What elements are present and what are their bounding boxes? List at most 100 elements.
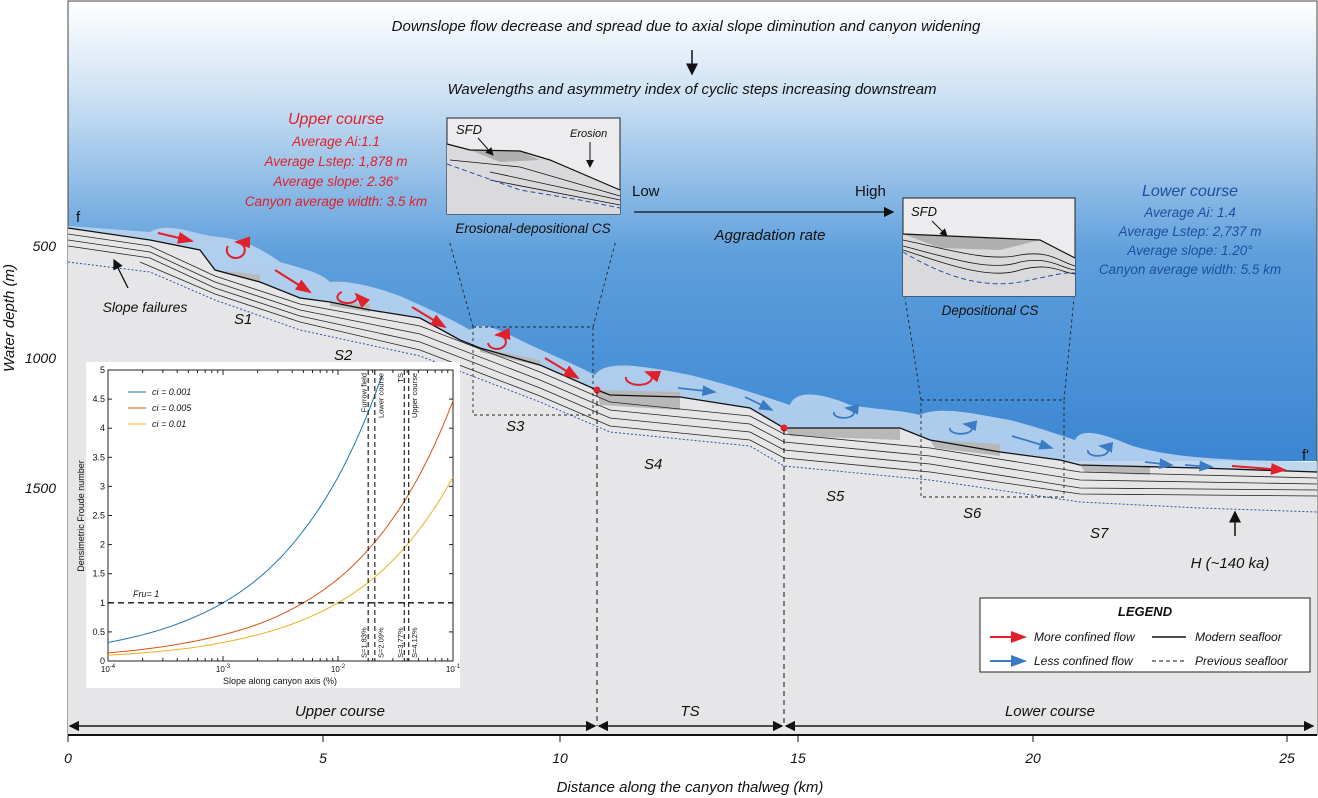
x-tick: 10 xyxy=(552,750,568,766)
upper-course-summary: Upper course Average Ai:1.1 Average Lste… xyxy=(245,111,427,209)
chart-y-tick-label: 4.5 xyxy=(92,394,105,404)
legend-title: LEGEND xyxy=(1118,604,1173,619)
chart-y-label: Densimetric Froude number xyxy=(76,460,86,572)
chart-legend: ci = 0.001 ci = 0.005 ci = 0.01 xyxy=(128,387,192,429)
chart-legend-item: ci = 0.005 xyxy=(152,403,192,413)
header-line-2: Wavelengths and asymmetry index of cycli… xyxy=(447,81,936,98)
slope-failures-arrow xyxy=(113,258,129,289)
step-label: S6 xyxy=(963,505,982,522)
chart-legend-item: ci = 0.01 xyxy=(152,419,186,429)
x-tick: 20 xyxy=(1024,750,1041,766)
x-axis-label: Distance along the canyon thalweg (km) xyxy=(557,779,824,796)
chart-x-label: Slope along canyon axis (%) xyxy=(223,676,337,686)
step-label: S7 xyxy=(1090,525,1109,542)
aggradation-high: High xyxy=(855,183,886,200)
chart-x-tick-label: 10-1 xyxy=(446,664,461,674)
slope-reference-bottom-label: S=1.83% xyxy=(360,627,369,658)
lower-course-summary: Lower course Average Ai: 1.4 Average Lst… xyxy=(1099,183,1281,277)
upper-course-width: Canyon average width: 3.5 km xyxy=(245,194,427,209)
strata xyxy=(67,233,1318,497)
froude-threshold-label: Fru= 1 xyxy=(133,589,159,599)
froude-chart: 0 0.5 1 1.5 2 2.5 3 3.5 4 4.5 5 10-4 10-3 10-2 10-1 Fu… xyxy=(76,362,461,688)
upper-course-boundary-point xyxy=(593,386,601,394)
zoom-box-s3 xyxy=(448,239,617,416)
slope-reference-top-label: Lower course xyxy=(376,373,385,418)
y-tick: 500 xyxy=(33,238,57,254)
erosional-depositional-inset: SFD Erosion Erosional-depositional CS xyxy=(446,117,621,236)
depositional-caption: Depositional CS xyxy=(942,303,1039,318)
x-tick: 25 xyxy=(1278,750,1295,766)
x-tick: 15 xyxy=(790,750,806,766)
slope-reference-top-label: Furrow field xyxy=(360,373,369,412)
x-tick: 5 xyxy=(319,750,327,766)
aggradation-label: Aggradation rate xyxy=(714,227,826,244)
step-label: S4 xyxy=(644,456,662,473)
depositional-inset: SFD Depositional CS xyxy=(902,197,1076,318)
chart-series-line xyxy=(107,375,383,643)
ts-boundary-point xyxy=(780,424,788,432)
lower-course-ai: Average Ai: 1.4 xyxy=(1143,205,1236,220)
erosion-label: Erosion xyxy=(570,128,607,140)
legend-less-confined: Less confined flow xyxy=(1034,654,1134,668)
x-tick: 0 xyxy=(64,750,72,766)
lower-course-width: Canyon average width: 5.5 km xyxy=(1099,262,1281,277)
aggradation-low: Low xyxy=(632,183,660,200)
less-confined-flow-arrows xyxy=(677,385,1214,472)
lower-course-slope: Average slope: 1.20° xyxy=(1126,243,1253,258)
step-label: S3 xyxy=(506,418,525,435)
chart-lines: Furrow field S=1.83% Lower course S=2.09% TS… xyxy=(107,370,454,661)
chart-legend-item: ci = 0.001 xyxy=(152,387,191,397)
chart-y-tick-label: 3 xyxy=(100,481,105,491)
chart-y-tick-label: 3.5 xyxy=(92,452,105,462)
chart-x-tick-label: 10-2 xyxy=(331,664,346,674)
segment-upper-course: Upper course xyxy=(295,703,385,720)
segment-lower-course: Lower course xyxy=(1005,703,1095,720)
legend: LEGEND More confined flow Modern seafloo… xyxy=(979,597,1311,673)
chart-y-tick-label: 4 xyxy=(100,423,105,433)
chart-series-line xyxy=(107,476,454,656)
x-axis-ticks: 0 5 10 15 20 25 xyxy=(64,750,1295,766)
chart-series-line xyxy=(107,400,454,654)
chart-y-tick-label: 1.5 xyxy=(92,569,105,579)
upper-course-slope: Average slope: 2.36° xyxy=(272,174,399,189)
slope-reference-top-label: TS xyxy=(396,373,405,383)
chart-y-tick-label: 0 xyxy=(100,656,105,666)
chart-y-tick-label: 0.5 xyxy=(92,627,105,637)
slope-reference-top-label: Upper course xyxy=(410,373,419,418)
chart-y-tick-label: 2 xyxy=(100,540,105,550)
step-labels: S1 S2 S3 S4 S5 S6 S7 xyxy=(234,311,1109,542)
chart-y-tick-label: 5 xyxy=(100,365,105,375)
y-tick: 1000 xyxy=(25,350,56,366)
step-label: S5 xyxy=(826,488,845,505)
legend-more-confined: More confined flow xyxy=(1034,630,1136,644)
chart-x-tick-label: 10-4 xyxy=(101,664,116,674)
upper-course-lstep: Average Lstep: 1,878 m xyxy=(263,154,407,169)
erosional-caption: Erosional-depositional CS xyxy=(455,221,610,236)
legend-previous-seafloor: Previous seafloor xyxy=(1195,654,1289,668)
legend-modern-seafloor: Modern seafloor xyxy=(1195,630,1283,644)
chart-y-tick-label: 2.5 xyxy=(92,511,105,521)
lower-course-lstep: Average Lstep: 2,737 m xyxy=(1117,224,1261,239)
previous-seafloor xyxy=(67,261,1318,513)
slope-reference-bottom-label: S=2.09% xyxy=(376,627,385,658)
x-axis-tick-marks xyxy=(67,735,1288,742)
sfd-label-2: SFD xyxy=(911,204,937,219)
y-tick: 1500 xyxy=(25,480,56,496)
profile-start-label: f xyxy=(76,209,81,226)
upper-course-title: Upper course xyxy=(288,111,384,128)
upper-course-ai: Average Ai:1.1 xyxy=(291,134,380,149)
chart-y-tick-label: 1 xyxy=(100,598,105,608)
more-confined-flow-arrows xyxy=(157,231,1287,475)
header-line-1: Downslope flow decrease and spread due t… xyxy=(392,18,981,35)
chart-ticks: 0 0.5 1 1.5 2 2.5 3 3.5 4 4.5 5 10-4 10-3 10-2 10-1 xyxy=(92,365,460,674)
segment-ts: TS xyxy=(680,703,699,720)
y-axis-ticks: 500 1000 1500 xyxy=(25,238,56,496)
slope-reference-bottom-label: S=4.12% xyxy=(410,627,419,658)
lower-course-title: Lower course xyxy=(1142,183,1238,200)
slope-failures-label: Slope failures xyxy=(103,299,188,315)
zoom-box-s6 xyxy=(904,297,1075,498)
sfd-label: SFD xyxy=(456,122,482,137)
profile-end-label: f' xyxy=(1302,447,1309,464)
chart-x-tick-label: 10-3 xyxy=(216,664,231,674)
horizon-label: H (~140 ka) xyxy=(1191,555,1270,572)
